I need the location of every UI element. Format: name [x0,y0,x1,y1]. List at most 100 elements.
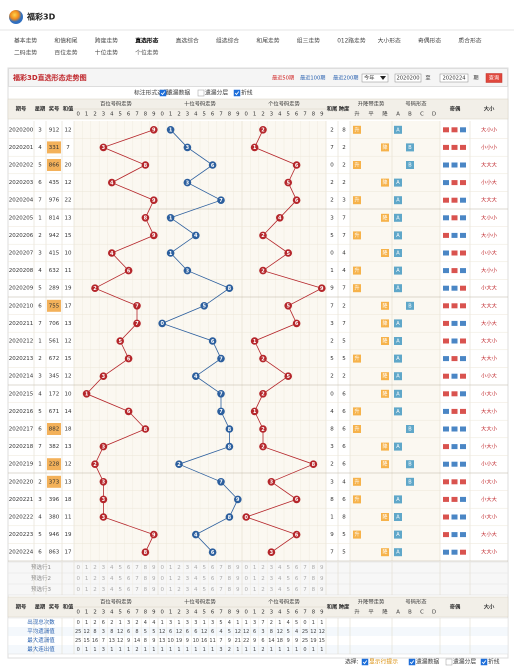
option-checkbox[interactable] [233,89,241,97]
preselect-digit[interactable]: 9 [152,576,156,582]
preselect-digit[interactable]: 4 [278,587,282,593]
preselect-digit[interactable]: 2 [177,576,181,582]
option-label[interactable]: 遗漏分层 [205,89,228,97]
nav-link[interactable]: 百位走势 [54,49,77,57]
nav-link[interactable]: 基本走势 [14,37,37,45]
preselect-digit[interactable]: 8 [144,576,148,582]
preselect-digit[interactable]: 8 [228,576,232,582]
nav-link[interactable]: 012路走势 [337,37,366,45]
preselect-digit[interactable]: 1 [85,565,89,571]
legend-option[interactable]: 遗漏分层 [453,658,476,666]
legend-option[interactable]: 折线 [488,658,500,666]
preselect-digit[interactable]: 3 [270,587,274,593]
quick-range-link[interactable]: 最近50期 [272,74,294,82]
preselect-digit[interactable]: 3 [270,565,274,571]
nav-link[interactable]: 个位走势 [135,49,158,57]
preselect-digit[interactable]: 3 [186,587,190,593]
nav-link[interactable]: 十位走势 [95,49,118,57]
preselect-digit[interactable]: 2 [93,587,97,593]
preselect-digit[interactable]: 2 [261,565,265,571]
preselect-digit[interactable]: 9 [236,576,240,582]
preselect-digit[interactable]: 6 [127,576,131,582]
preselect-digit[interactable]: 2 [177,587,181,593]
preselect-digit[interactable]: 7 [135,576,139,582]
legend-option[interactable]: 遗漏数据 [416,658,439,666]
preselect-digit[interactable]: 6 [295,576,299,582]
preselect-label[interactable]: 预选行1 [31,563,51,571]
preselect-digit[interactable]: 2 [261,576,265,582]
to-input[interactable] [439,73,469,83]
preselect-digit[interactable]: 9 [320,576,324,582]
preselect-digit[interactable]: 6 [295,587,299,593]
preselect-digit[interactable]: 1 [85,576,89,582]
preselect-digit[interactable]: 8 [144,565,148,571]
preselect-digit[interactable]: 8 [312,587,316,593]
preselect-digit[interactable]: 8 [144,587,148,593]
preselect-digit[interactable]: 6 [211,587,215,593]
preselect-digit[interactable]: 1 [253,565,257,571]
preselect-digit[interactable]: 8 [228,565,232,571]
preselect-digit[interactable]: 1 [85,587,89,593]
preselect-digit[interactable]: 4 [194,587,198,593]
preselect-label[interactable]: 预选行2 [31,574,51,582]
option-label[interactable]: 折线 [241,89,253,97]
preselect-digit[interactable]: 1 [253,587,257,593]
preselect-digit[interactable]: 3 [186,565,190,571]
preselect-digit[interactable]: 8 [228,587,232,593]
preselect-digit[interactable]: 4 [110,576,114,582]
preselect-digit[interactable]: 5 [118,565,122,571]
preselect-digit[interactable]: 9 [320,565,324,571]
option-label[interactable]: 遗漏数据 [167,89,190,97]
preselect-digit[interactable]: 0 [76,565,80,571]
preselect-digit[interactable]: 4 [278,565,282,571]
preselect-digit[interactable]: 2 [93,565,97,571]
year-select[interactable] [361,73,389,83]
preselect-digit[interactable]: 0 [244,576,248,582]
preselect-digit[interactable]: 5 [286,587,290,593]
preselect-digit[interactable]: 3 [102,576,106,582]
preselect-digit[interactable]: 9 [320,587,324,593]
preselect-digit[interactable]: 9 [152,565,156,571]
preselect-digit[interactable]: 9 [236,587,240,593]
preselect-digit[interactable]: 1 [253,576,257,582]
preselect-digit[interactable]: 0 [244,587,248,593]
preselect-digit[interactable]: 3 [270,576,274,582]
preselect-digit[interactable]: 7 [303,587,307,593]
preselect-digit[interactable]: 0 [76,587,80,593]
quick-range-link[interactable]: 最近200期 [333,74,358,82]
preselect-digit[interactable]: 7 [303,576,307,582]
preselect-digit[interactable]: 7 [219,565,223,571]
preselect-digit[interactable]: 4 [110,565,114,571]
preselect-digit[interactable]: 5 [202,576,206,582]
preselect-digit[interactable]: 5 [286,576,290,582]
preselect-digit[interactable]: 2 [177,565,181,571]
quick-range-link[interactable]: 最近100期 [300,74,325,82]
nav-link[interactable]: 和值和尾 [54,37,77,45]
nav-link[interactable]: 质合形态 [458,37,481,45]
preselect-digit[interactable]: 0 [76,576,80,582]
preselect-digit[interactable]: 6 [295,565,299,571]
preselect-digit[interactable]: 5 [202,565,206,571]
nav-link[interactable]: 大小形态 [378,37,401,45]
preselect-digit[interactable]: 4 [194,576,198,582]
legend-checkbox[interactable] [361,658,369,666]
legend-checkbox[interactable] [445,658,453,666]
nav-link[interactable]: 跨度走势 [95,37,118,45]
from-input[interactable] [394,73,422,83]
query-button[interactable] [485,73,503,83]
nav-link[interactable]: 和尾走势 [256,37,279,45]
preselect-digit[interactable]: 7 [135,587,139,593]
preselect-digit[interactable]: 3 [102,587,106,593]
preselect-digit[interactable]: 7 [303,565,307,571]
preselect-label[interactable]: 预选行3 [31,585,52,593]
preselect-digit[interactable]: 7 [135,565,139,571]
legend-checkbox[interactable] [480,658,488,666]
preselect-digit[interactable]: 3 [186,576,190,582]
preselect-digit[interactable]: 5 [286,565,290,571]
nav-link[interactable]: 直选综合 [176,37,199,45]
preselect-digit[interactable]: 9 [152,587,156,593]
legend-option[interactable]: 显示行提示 [369,658,398,666]
preselect-digit[interactable]: 6 [211,576,215,582]
legend-checkbox[interactable] [408,658,416,666]
option-checkbox[interactable] [159,89,167,97]
